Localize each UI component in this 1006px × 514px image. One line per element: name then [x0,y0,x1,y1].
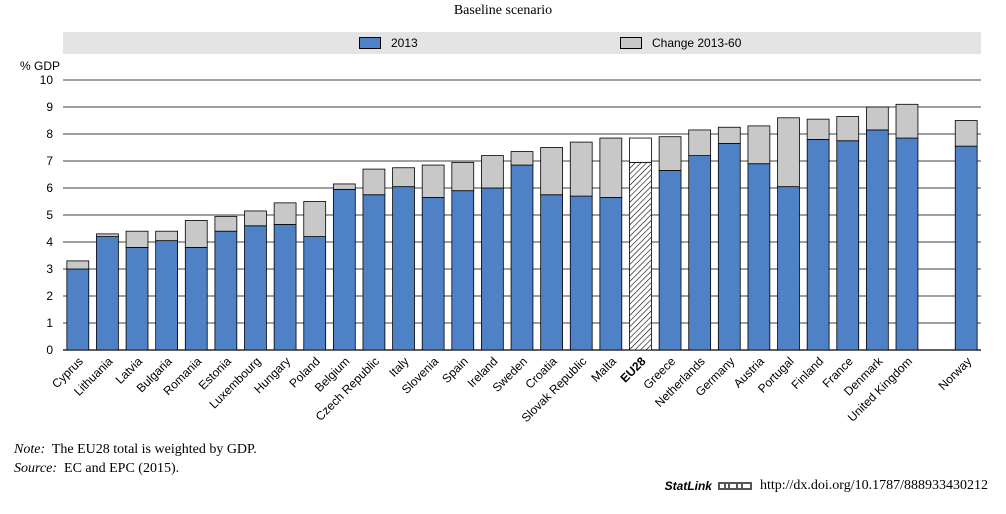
bar-2013 [806,138,830,351]
source-line: Source: EC and EPC (2015). [14,459,257,478]
bar-change [421,164,445,198]
legend-label-2013: 2013 [391,36,418,50]
bar-2013 [125,246,149,351]
bar-2013 [688,155,712,351]
statlink-url[interactable]: http://dx.doi.org/10.1787/888933430212 [759,478,988,493]
legend-swatch-2013 [359,37,381,49]
bar-2013 [717,143,741,351]
bar-2013 [569,195,593,351]
bar-change [451,161,475,192]
bar-change [392,167,415,188]
y-axis-label: % GDP [20,59,60,73]
bar-change [510,151,534,166]
bar-2013 [895,137,919,351]
legend-swatch-change [620,37,642,49]
source-text: EC and EPC (2015). [64,461,180,476]
note-label: Note: [14,442,46,457]
x-tick-label: Norway [936,354,975,393]
bar-2013 [155,240,179,351]
y-tick-label: 9 [46,100,53,114]
bar-change [303,201,327,237]
y-tick-label: 4 [46,235,53,249]
note-text: The EU28 total is weighted by GDP. [51,442,257,457]
bar-change [214,215,238,232]
bar-2013 [392,186,415,351]
bar-change [954,120,978,147]
bar-change [96,233,119,237]
bar-2013 [332,188,356,351]
statlink-logo-icon [717,482,752,490]
bar-change [184,219,208,248]
bar-change [125,230,149,248]
legend-item-change: Change 2013-60 [620,36,741,50]
bar-2013 [66,268,90,351]
bar-change [481,155,504,189]
bar-2013 [362,194,386,351]
bar-2013 [184,246,208,351]
bar-change [895,103,919,139]
bar-change [806,118,830,140]
bar-2013 [954,145,978,351]
bar-change [569,141,593,197]
note-line: Note: The EU28 total is weighted by GDP. [14,440,257,459]
bar-2013 [214,230,238,351]
bar-2013 [540,194,563,351]
bar-change [836,116,860,142]
bar-2013 [629,161,652,351]
bar-change [777,117,800,188]
y-tick-label: 6 [46,181,53,195]
bar-change [599,137,623,198]
notes: Note: The EU28 total is weighted by GDP.… [14,440,257,478]
bar-2013 [865,129,889,351]
bar-2013 [421,197,445,351]
bar-2013 [481,187,504,351]
bar-change [717,126,741,144]
y-tick-label: 7 [46,154,53,168]
bar-2013 [244,225,267,351]
bar-2013 [836,140,860,351]
x-tick-label: Malta [588,354,619,385]
y-tick-label: 5 [46,208,53,222]
bar-change [244,210,267,227]
bar-2013 [451,190,475,351]
bar-change [747,125,771,165]
source-label: Source: [14,461,58,476]
x-tick-label: Italy [386,354,411,379]
bar-change [658,136,682,171]
y-tick-label: 8 [46,127,53,141]
bar-change [629,137,652,163]
bar-2013 [273,224,297,351]
bar-change [688,129,712,156]
bar-change [66,260,90,270]
bar-change [332,183,356,190]
bar-2013 [96,236,119,351]
bar-2013 [303,236,327,351]
bar-change [362,168,386,196]
y-tick-label: 2 [46,289,53,303]
statlink-label: StatLink [664,479,712,493]
legend-item-2013: 2013 [359,36,418,50]
chart-title: Baseline scenario [453,3,553,18]
y-tick-label: 3 [46,262,53,276]
y-tick-label: 0 [46,343,53,357]
bar-2013 [599,197,623,351]
bar-change [540,147,563,196]
legend-label-change: Change 2013-60 [652,36,742,50]
y-tick-label: 1 [46,316,53,330]
bar-change [273,202,297,225]
bar-change [865,106,889,131]
x-tick-label: Finland [789,354,827,392]
statlink: StatLink http://dx.doi.org/10.1787/88893… [665,478,988,494]
bar-2013 [777,186,800,351]
y-tick-label: 10 [40,73,54,87]
bar-2013 [658,170,682,351]
bar-2013 [510,164,534,351]
legend: 2013 Change 2013-60 [63,32,981,54]
bar-change [155,230,179,242]
bar-2013 [747,163,771,351]
